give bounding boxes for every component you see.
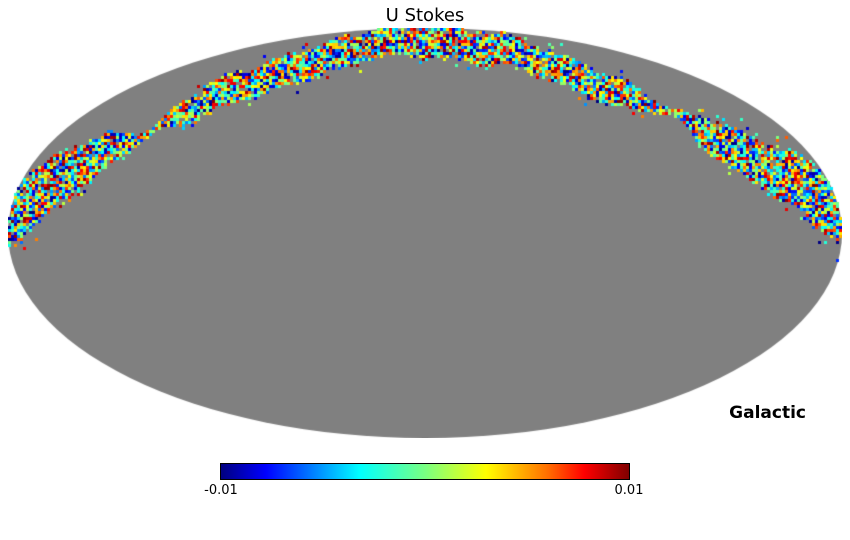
colorbar-max-label: 0.01 bbox=[615, 483, 644, 498]
colorbar-gradient bbox=[221, 464, 629, 479]
colorbar bbox=[220, 463, 630, 480]
coordinate-system-label: Galactic bbox=[729, 403, 806, 423]
figure: U Stokes Galactic -0.01 0.01 bbox=[0, 0, 850, 540]
colorbar-min-label: -0.01 bbox=[204, 483, 238, 498]
chart-title: U Stokes bbox=[0, 5, 850, 26]
sky-map-canvas bbox=[8, 28, 842, 438]
